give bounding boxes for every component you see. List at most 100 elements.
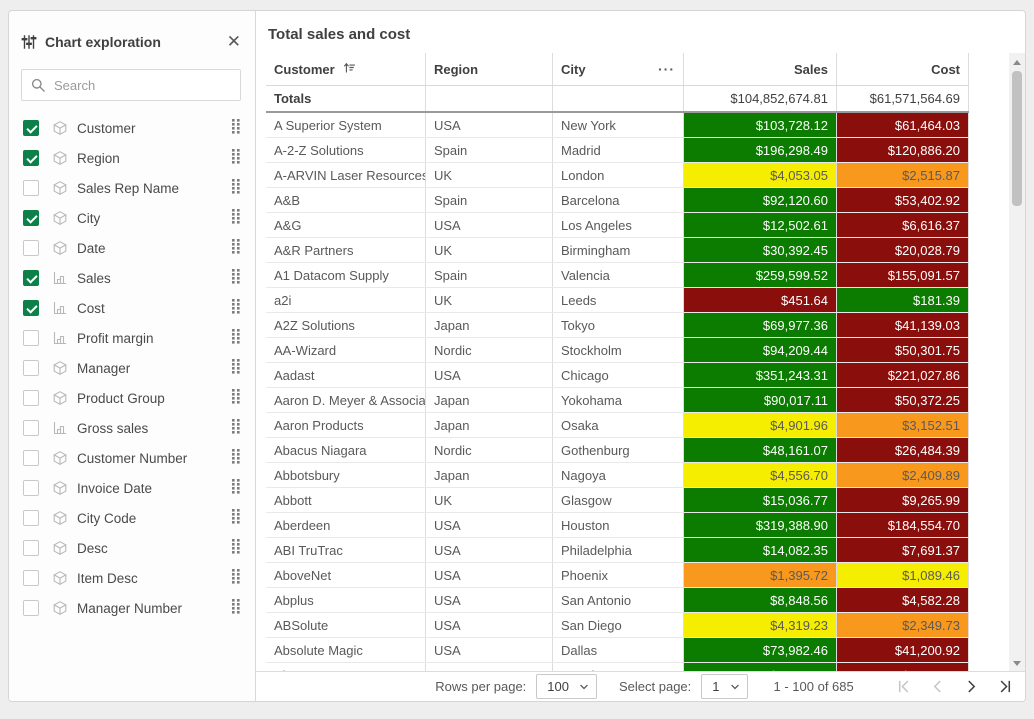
drag-handle-icon[interactable]: [231, 598, 241, 619]
cell-city[interactable]: San Diego: [553, 613, 684, 637]
cell-cost[interactable]: $50,372.25: [837, 388, 969, 412]
table-row[interactable]: A&R Partners UK Birmingham $30,392.45 $2…: [266, 238, 969, 263]
cell-city[interactable]: Glasgow: [553, 488, 684, 512]
cell-cost[interactable]: $41,200.92: [837, 638, 969, 662]
table-row[interactable]: Abbotsbury Japan Nagoya $4,556.70 $2,409…: [266, 463, 969, 488]
cell-city[interactable]: Osaka: [553, 413, 684, 437]
column-header-sales[interactable]: Sales: [684, 53, 837, 85]
cell-cost[interactable]: $4,878.87: [837, 663, 969, 673]
cell-region[interactable]: Spain: [426, 263, 553, 287]
column-header-city[interactable]: City ···: [553, 53, 684, 85]
field-checkbox[interactable]: [23, 180, 39, 196]
field-list-item[interactable]: Sales: [9, 263, 255, 293]
table-row[interactable]: A Superior System USA New York $103,728.…: [266, 113, 969, 138]
field-checkbox[interactable]: [23, 120, 39, 136]
cell-city[interactable]: Leeds: [553, 288, 684, 312]
cell-region[interactable]: Spain: [426, 188, 553, 212]
field-list-item[interactable]: Desc: [9, 533, 255, 563]
field-list-item[interactable]: Sales Rep Name: [9, 173, 255, 203]
cell-region[interactable]: USA: [426, 613, 553, 637]
field-checkbox[interactable]: [23, 570, 39, 586]
cell-region[interactable]: Nordic: [426, 338, 553, 362]
cell-customer[interactable]: a2i: [266, 288, 426, 312]
cell-cost[interactable]: $50,301.75: [837, 338, 969, 362]
cell-sales[interactable]: $319,388.90: [684, 513, 837, 537]
cell-region[interactable]: Japan: [426, 388, 553, 412]
search-input[interactable]: [54, 77, 232, 93]
table-row[interactable]: Abacus Niagara Nordic Gothenburg $48,161…: [266, 438, 969, 463]
cell-city[interactable]: Valencia: [553, 263, 684, 287]
field-checkbox[interactable]: [23, 600, 39, 616]
cell-customer[interactable]: Abbotsbury: [266, 463, 426, 487]
table-row[interactable]: AA-Wizard Nordic Stockholm $94,209.44 $5…: [266, 338, 969, 363]
cell-sales[interactable]: $103,728.12: [684, 113, 837, 137]
field-list-item[interactable]: City Code: [9, 503, 255, 533]
cell-cost[interactable]: $4,582.28: [837, 588, 969, 612]
table-row[interactable]: Aadast USA Chicago $351,243.31 $221,027.…: [266, 363, 969, 388]
cell-region[interactable]: USA: [426, 563, 553, 587]
cell-sales[interactable]: $4,556.70: [684, 463, 837, 487]
last-page-button[interactable]: [996, 677, 1016, 697]
drag-handle-icon[interactable]: [231, 508, 241, 529]
cell-customer[interactable]: A&R Partners: [266, 238, 426, 262]
cell-cost[interactable]: $120,886.20: [837, 138, 969, 162]
drag-handle-icon[interactable]: [231, 358, 241, 379]
drag-handle-icon[interactable]: [231, 268, 241, 289]
select-page-select[interactable]: 1: [701, 674, 748, 699]
cell-city[interactable]: Los Angeles: [553, 213, 684, 237]
field-list-item[interactable]: Manager: [9, 353, 255, 383]
cell-region[interactable]: Japan: [426, 413, 553, 437]
cell-region[interactable]: UK: [426, 488, 553, 512]
field-list-item[interactable]: Manager Number: [9, 593, 255, 623]
field-list-item[interactable]: Customer Number: [9, 443, 255, 473]
drag-handle-icon[interactable]: [231, 208, 241, 229]
cell-sales[interactable]: $451.64: [684, 288, 837, 312]
field-checkbox[interactable]: [23, 300, 39, 316]
table-row[interactable]: A-2-Z Solutions Spain Madrid $196,298.49…: [266, 138, 969, 163]
cell-sales[interactable]: $69,977.36: [684, 313, 837, 337]
drag-handle-icon[interactable]: [231, 538, 241, 559]
cell-sales[interactable]: $8,248.46: [684, 663, 837, 673]
field-checkbox[interactable]: [23, 450, 39, 466]
field-list-item[interactable]: Date: [9, 233, 255, 263]
table-row[interactable]: Abbott UK Glasgow $15,036.77 $9,265.99: [266, 488, 969, 513]
cell-city[interactable]: Houston: [553, 513, 684, 537]
cell-city[interactable]: London: [553, 163, 684, 187]
field-list-item[interactable]: Invoice Date: [9, 473, 255, 503]
table-row[interactable]: A-ARVIN Laser Resources UK London $4,053…: [266, 163, 969, 188]
cell-cost[interactable]: $3,152.51: [837, 413, 969, 437]
cell-city[interactable]: Nagoya: [553, 463, 684, 487]
field-list-item[interactable]: Gross sales: [9, 413, 255, 443]
cell-cost[interactable]: $26,484.39: [837, 438, 969, 462]
table-row[interactable]: A&G USA Los Angeles $12,502.61 $6,616.37: [266, 213, 969, 238]
cell-region[interactable]: USA: [426, 363, 553, 387]
cell-customer[interactable]: Aberdeen: [266, 513, 426, 537]
cell-region[interactable]: UK: [426, 163, 553, 187]
cell-cost[interactable]: $181.39: [837, 288, 969, 312]
cell-customer[interactable]: A1 Datacom Supply: [266, 263, 426, 287]
field-checkbox[interactable]: [23, 540, 39, 556]
field-checkbox[interactable]: [23, 420, 39, 436]
field-checkbox[interactable]: [23, 210, 39, 226]
cell-sales[interactable]: $4,901.96: [684, 413, 837, 437]
field-checkbox[interactable]: [23, 330, 39, 346]
cell-sales[interactable]: $92,120.60: [684, 188, 837, 212]
cell-city[interactable]: New York: [553, 113, 684, 137]
cell-sales[interactable]: $30,392.45: [684, 238, 837, 262]
table-row[interactable]: ABSolute USA San Diego $4,319.23 $2,349.…: [266, 613, 969, 638]
cell-customer[interactable]: AA-Wizard: [266, 338, 426, 362]
cell-customer[interactable]: Aaron Products: [266, 413, 426, 437]
field-list-item[interactable]: Profit margin: [9, 323, 255, 353]
cell-customer[interactable]: Abplus: [266, 588, 426, 612]
cell-cost[interactable]: $9,265.99: [837, 488, 969, 512]
cell-region[interactable]: UK: [426, 288, 553, 312]
cell-customer[interactable]: Aaron D. Meyer & Associates: [266, 388, 426, 412]
column-header-region[interactable]: Region: [426, 53, 553, 85]
cell-sales[interactable]: $259,599.52: [684, 263, 837, 287]
cell-region[interactable]: USA: [426, 588, 553, 612]
scroll-down-icon[interactable]: [1013, 661, 1021, 666]
field-checkbox[interactable]: [23, 510, 39, 526]
drag-handle-icon[interactable]: [231, 238, 241, 259]
table-row[interactable]: a2i UK Leeds $451.64 $181.39: [266, 288, 969, 313]
cell-region[interactable]: USA: [426, 213, 553, 237]
